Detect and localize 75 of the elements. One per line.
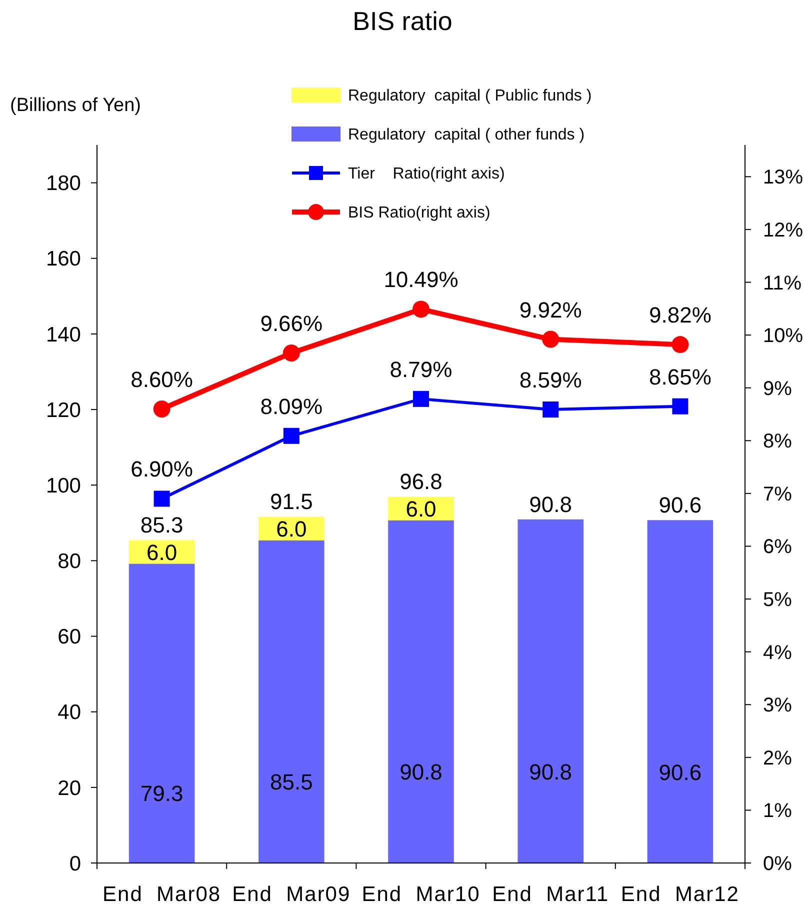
total-label: 90.6 [658, 492, 702, 518]
legend-label: Regulatory capital ( Public funds ) [348, 88, 592, 105]
y2-tick-label: 13% [763, 166, 804, 189]
bar [518, 519, 584, 864]
y-tick-label: 140 [46, 323, 81, 346]
y-axis-title: (Billions of Yen) [10, 95, 141, 116]
y2-tick-label: 7% [763, 483, 792, 506]
y2-tick-label: 2% [763, 747, 792, 770]
total-label: 85.3 [140, 512, 184, 538]
data-label: 90.8 [529, 759, 572, 784]
y2-tick-label: 5% [763, 589, 792, 612]
data-label: 8.09% [260, 394, 323, 419]
legend-label: BIS Ratio(right axis) [348, 204, 490, 222]
chart-title: BIS ratio [352, 6, 452, 36]
y-tick-label: 160 [46, 248, 81, 271]
total-label: 91.5 [270, 489, 313, 514]
total-label: 90.8 [529, 492, 572, 517]
data-label: 6.90% [130, 456, 193, 482]
data-label: 6.0 [146, 540, 178, 565]
data-label: 90.6 [658, 760, 702, 785]
y-tick-label: 120 [46, 398, 81, 422]
y2-tick-label: 3% [763, 694, 792, 717]
x-tick-label: End Mar10 [362, 883, 480, 906]
y-tick-label: 20 [58, 776, 81, 800]
x-tick-label: End Mar11 [492, 883, 610, 906]
data-label: 10.49% [384, 267, 458, 292]
point [412, 300, 430, 318]
y-tick-label: 180 [46, 172, 81, 196]
data-label: 8.79% [390, 356, 452, 382]
bar [258, 539, 324, 864]
bar [258, 516, 324, 540]
x-tick-label: End Mar12 [620, 883, 740, 906]
y2-tick-label: 11% [763, 272, 802, 294]
point [153, 400, 170, 418]
bar [388, 519, 454, 864]
data-label: 9.82% [649, 302, 712, 328]
bar [388, 496, 454, 520]
y-tick-label: 80 [58, 550, 81, 574]
data-label: 9.66% [260, 311, 323, 336]
data-label: 8.59% [519, 368, 582, 392]
point [542, 402, 559, 418]
y-tick-label: 0 [69, 852, 81, 876]
data-label: 79.3 [140, 781, 184, 806]
data-label: 8.65% [649, 364, 712, 390]
bar [128, 562, 195, 864]
point [672, 336, 689, 354]
y2-tick-label: 9% [763, 378, 792, 400]
data-label: 8.60% [130, 366, 193, 392]
data-label: 6.0 [406, 496, 436, 522]
x-tick-label: End Mar08 [102, 883, 222, 906]
y2-tick-label: 4% [763, 642, 792, 664]
bar [647, 520, 714, 864]
point [672, 398, 688, 414]
legend-label: Regulatory capital ( other funds ) [348, 126, 585, 144]
y2-tick-label: 10% [763, 325, 804, 348]
point [413, 390, 429, 407]
total-label: 96.8 [400, 469, 442, 494]
data-label: 90.8 [400, 759, 442, 784]
y2-tick-label: 1% [763, 800, 792, 822]
y2-tick-label: 12% [763, 219, 804, 242]
point [542, 330, 560, 348]
y-tick-label: 60 [58, 626, 81, 649]
point [154, 490, 170, 507]
y-tick-label: 40 [58, 701, 81, 724]
y-tick-label: 100 [46, 474, 81, 498]
y2-tick-label: 6% [763, 536, 792, 558]
x-tick-label: End Mar09 [232, 883, 351, 906]
point [282, 344, 300, 362]
point [283, 428, 300, 444]
y2-tick-label: 8% [763, 430, 792, 453]
data-label: 85.5 [270, 769, 313, 794]
legend-label: Tier Ratio(right axis) [348, 166, 505, 183]
data-label: 6.0 [276, 516, 307, 542]
data-label: 9.92% [519, 297, 582, 322]
y2-tick-label: 0% [763, 853, 792, 875]
